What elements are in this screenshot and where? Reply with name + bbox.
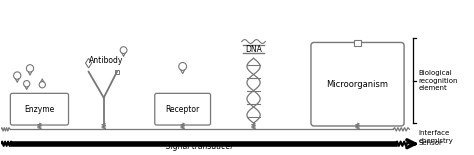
- FancyBboxPatch shape: [311, 42, 404, 126]
- Text: Biological
recognition
element: Biological recognition element: [419, 70, 458, 91]
- Text: Receptor: Receptor: [165, 105, 200, 114]
- Bar: [115, 70, 119, 74]
- FancyBboxPatch shape: [155, 93, 210, 125]
- Text: Antibody: Antibody: [89, 55, 123, 64]
- Text: Microorganism: Microorganism: [327, 80, 389, 89]
- Text: Signal transducer: Signal transducer: [165, 142, 233, 151]
- Text: Interface
chemistry: Interface chemistry: [419, 130, 453, 144]
- Text: DNA: DNA: [245, 45, 262, 54]
- Bar: [354, 40, 361, 46]
- FancyBboxPatch shape: [10, 93, 69, 125]
- Text: Enzyme: Enzyme: [24, 105, 55, 114]
- Text: Sensor: Sensor: [419, 140, 442, 146]
